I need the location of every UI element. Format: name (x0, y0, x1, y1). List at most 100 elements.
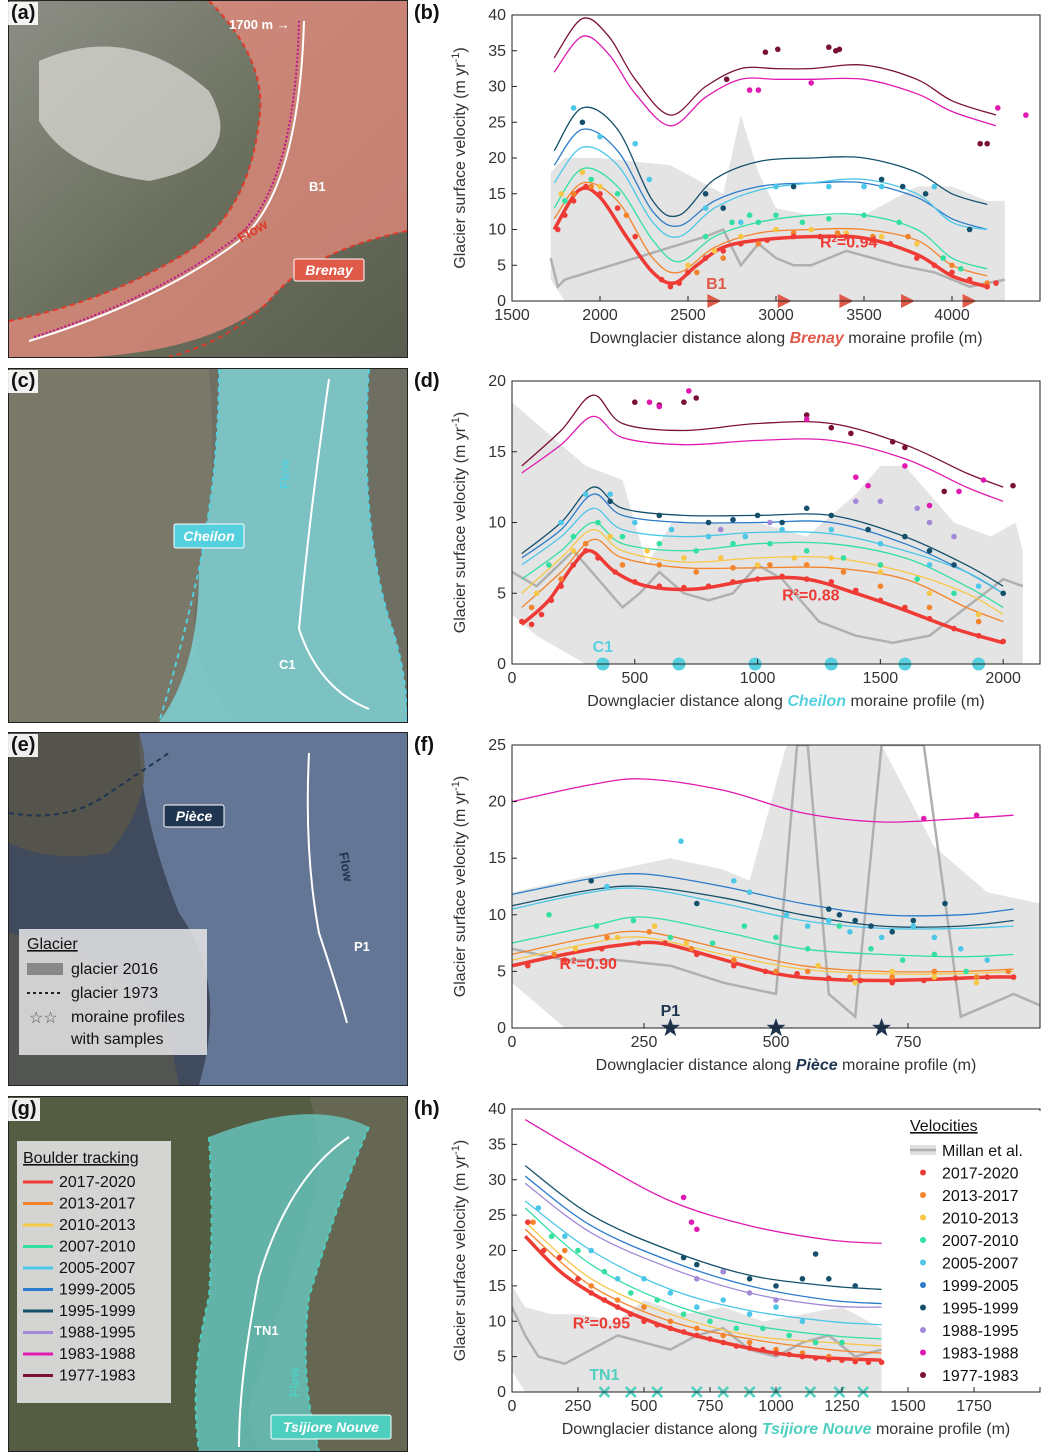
data-point-2013-2017 (730, 565, 736, 571)
data-point-2010-2013 (711, 248, 718, 254)
x-axis-label-unit: moraine profile (m) (838, 1057, 977, 1074)
data-point-1995-1999 (694, 1261, 700, 1268)
data-point-1995-1999 (868, 923, 874, 929)
data-point-2013-2017 (755, 241, 762, 247)
x-tick-label: 4000 (934, 307, 970, 324)
data-point-2017-2020 (966, 276, 973, 283)
data-point-2013-2017 (949, 262, 955, 269)
plot-content (512, 388, 1024, 664)
site-label: TN1 (589, 1367, 619, 1384)
data-point-2017-2020 (658, 276, 665, 283)
data-point-2007-2010 (707, 1318, 713, 1325)
legend-dot-swatch (920, 1372, 926, 1378)
data-point-2007-2010 (840, 555, 847, 561)
data-point-2017-2020 (582, 548, 589, 554)
velocity-chart-piece: P1 R²=0.90 0 250 500 750 0 5 10 15 20 25 Glacier sur… (450, 737, 1041, 1074)
data-point-2005-2007 (738, 219, 744, 226)
x-axis-label: Downglacier distance along Brenay morain… (589, 330, 982, 347)
data-point-2013-2017 (656, 562, 663, 568)
panel-label-b: (b) (414, 2, 440, 24)
data-point-2013-2017 (530, 1219, 536, 1225)
data-point-2007-2010 (562, 198, 568, 204)
data-point-2017-2020 (694, 951, 700, 958)
data-point-2017-2020 (628, 1311, 634, 1317)
data-point-1995-1999 (942, 900, 948, 907)
fit-curve-1977-1983 (521, 394, 1004, 488)
y-tick-label: 40 (488, 1101, 506, 1118)
data-point-2005-2007 (702, 205, 709, 211)
data-point-1977-1983 (941, 488, 947, 495)
legend-dot-swatch (920, 1192, 926, 1198)
data-point-2005-2007 (668, 526, 675, 533)
data-point-2017-2020 (654, 1322, 660, 1328)
data-point-2005-2007 (746, 1311, 753, 1317)
millan-velocity-line (512, 548, 1024, 645)
legend-label: 2013-2017 (59, 1196, 136, 1213)
data-point-2013-2017 (562, 1247, 568, 1254)
legend-label: 1988-1995 (942, 1323, 1019, 1340)
map-tsijiore-nouve: TN1 Flow Tsijiore Nouve Boulder tracking… (8, 1096, 408, 1452)
data-point-2010-2013 (773, 226, 779, 233)
legend-label: 2010-2013 (942, 1211, 1019, 1228)
data-point-2017-2020 (779, 573, 785, 580)
data-point-2017-2020 (583, 183, 589, 190)
fit-curve-2017-2020 (552, 186, 988, 289)
legend-label: 2007-2010 (942, 1233, 1019, 1250)
data-point-1983-1988 (926, 502, 933, 509)
data-point-2005-2007 (558, 519, 564, 526)
fit-curve-2005-2007 (512, 887, 1014, 930)
data-point-2010-2013 (931, 974, 938, 980)
x-axis-label-glacier: Cheilon (787, 693, 846, 710)
flow-label: Flow (336, 851, 356, 884)
data-point-2010-2013 (558, 191, 565, 197)
data-point-2013-2017 (667, 1318, 674, 1325)
x-tick-label: 2000 (582, 307, 618, 324)
data-point-2013-2017 (767, 562, 773, 568)
panel-label-e: (e) (8, 734, 39, 757)
data-point-2017-2020 (614, 205, 621, 211)
glacier-name-box (293, 258, 365, 282)
data-point-2007-2010 (667, 934, 674, 941)
glacier-name-box (270, 1414, 392, 1440)
data-point-2007-2010 (963, 968, 969, 975)
data-point-2007-2010 (746, 212, 753, 218)
data-point-2017-2020 (799, 1353, 806, 1360)
fit-curve-1995-1999 (512, 885, 1014, 928)
data-point-1977-1983 (762, 49, 769, 55)
r-squared-label: R²=0.88 (782, 587, 839, 604)
data-point-1995-1999 (720, 205, 726, 211)
glacier-legend-item: moraine profiles (71, 1009, 185, 1026)
data-point-2010-2013 (926, 590, 933, 597)
data-point-2017-2020 (614, 1304, 621, 1310)
data-point-2013-2017 (694, 269, 700, 276)
data-point-2013-2017 (905, 233, 911, 240)
data-point-1983-1988 (746, 87, 753, 93)
data-point-2017-2020 (548, 597, 555, 604)
data-point-1983-1988 (995, 105, 1001, 111)
data-point-2017-2020 (555, 226, 561, 233)
data-point-2013-2017 (623, 212, 630, 218)
data-point-1995-1999 (852, 917, 858, 924)
data-point-2013-2017 (926, 604, 933, 611)
data-point-2010-2013 (852, 979, 858, 986)
data-point-2013-2017 (931, 968, 938, 975)
data-point-1995-1999 (926, 548, 933, 554)
glacier-legend-item: glacier 2016 (71, 961, 158, 978)
x-tick-label: 250 (565, 1398, 592, 1415)
y-tick-label: 30 (488, 1172, 506, 1189)
data-point-2007-2010 (570, 533, 577, 540)
data-point-2017-2020 (773, 1350, 779, 1356)
data-point-2013-2017 (688, 946, 695, 952)
data-point-2005-2007 (931, 183, 938, 190)
data-point-2010-2013 (828, 555, 835, 561)
x-tick-label: 750 (895, 1034, 922, 1051)
data-point-2013-2017 (646, 929, 653, 935)
data-point-2005-2007 (931, 934, 938, 941)
y-tick-label: 10 (488, 1313, 506, 1330)
data-point-2010-2013 (597, 183, 603, 190)
data-point-2017-2020 (538, 611, 545, 618)
flow-label: Flow (287, 1367, 302, 1397)
data-point-1983-1988 (755, 87, 762, 93)
data-point-2007-2010 (803, 548, 810, 554)
x-tick-label: 500 (621, 670, 648, 687)
